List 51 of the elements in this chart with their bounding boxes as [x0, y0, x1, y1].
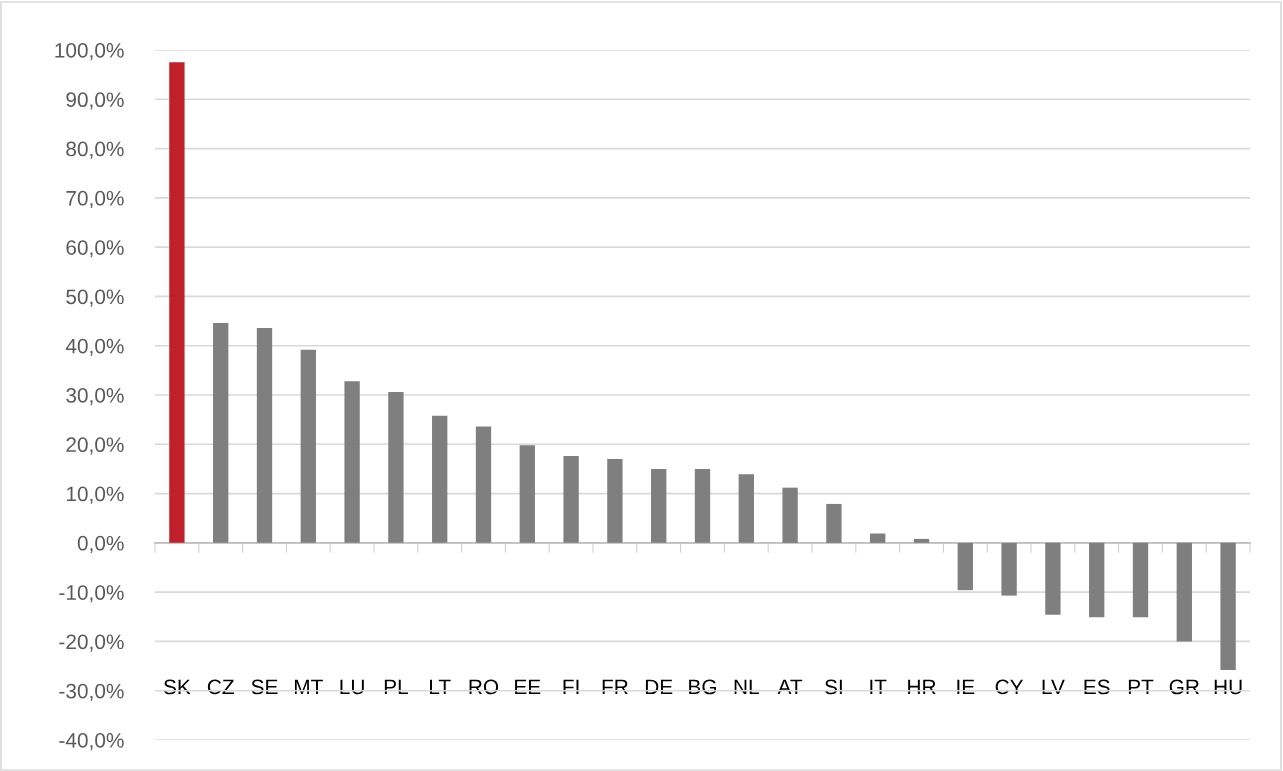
- y-tick-label: -30,0%: [59, 683, 124, 701]
- y-tick-label: 50,0%: [66, 289, 124, 307]
- bar: [870, 533, 886, 543]
- x-tick-label: FR: [602, 679, 628, 695]
- bar: [344, 381, 360, 543]
- bar: [826, 503, 842, 543]
- y-tick-label: 30,0%: [66, 388, 124, 406]
- y-tick-label: 90,0%: [66, 92, 124, 110]
- bar: [432, 415, 448, 543]
- x-tick-label: PL: [384, 679, 408, 695]
- bar: [651, 468, 667, 543]
- bar: [1220, 542, 1236, 671]
- bar: [957, 542, 973, 591]
- x-tick-label: LT: [430, 679, 451, 695]
- x-tick-label: DE: [645, 679, 673, 695]
- y-tick-label: 20,0%: [66, 437, 124, 455]
- bar: [1045, 542, 1061, 615]
- bar: [1001, 542, 1017, 596]
- y-tick-label: 100,0%: [55, 43, 124, 61]
- bar: [213, 323, 229, 543]
- bar: [738, 474, 754, 543]
- bar: [1176, 542, 1192, 642]
- y-tick-label: 60,0%: [66, 240, 124, 258]
- bar: [563, 456, 579, 543]
- bar: [913, 538, 930, 543]
- y-tick-label: -40,0%: [59, 733, 124, 751]
- bar: [782, 487, 798, 543]
- bar: [475, 426, 492, 543]
- bar: [300, 349, 316, 543]
- y-tick-label: 0,0%: [77, 535, 124, 554]
- bar: [1089, 542, 1105, 618]
- y-tick-label: 40,0%: [65, 338, 124, 356]
- x-tick-label: GR: [1169, 679, 1199, 695]
- bar: [169, 62, 185, 543]
- bar: [694, 468, 711, 543]
- bar: [607, 459, 623, 543]
- y-tick-label: -20,0%: [59, 634, 124, 652]
- bar: [1132, 542, 1149, 618]
- bar: [256, 327, 273, 543]
- x-tick-label: SE: [251, 679, 278, 695]
- x-tick-label: ES: [1084, 679, 1110, 695]
- y-tick-label: 10,0%: [66, 486, 124, 504]
- x-tick-label: FI: [563, 679, 579, 695]
- x-tick-label: IE: [957, 679, 975, 695]
- y-tick-label: -10,0%: [59, 585, 124, 603]
- bar: [388, 392, 404, 543]
- bar: [519, 445, 535, 543]
- x-tick-label: EE: [515, 679, 541, 695]
- y-tick-label: 70,0%: [66, 190, 124, 209]
- x-tick-label: PT: [1128, 679, 1154, 695]
- y-tick-label: 80,0%: [66, 141, 124, 159]
